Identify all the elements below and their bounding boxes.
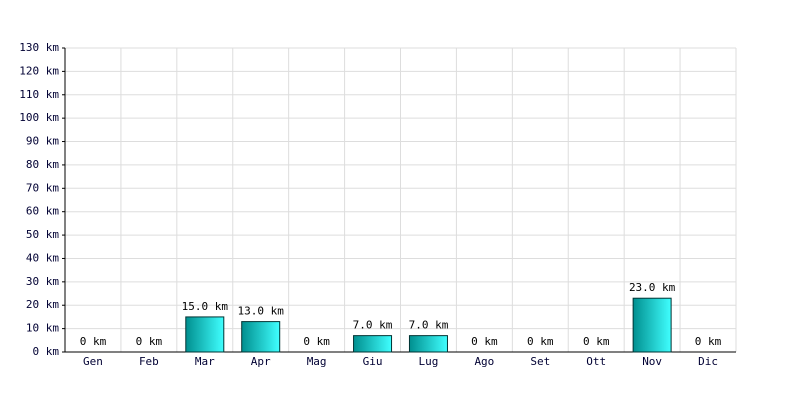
value-label: 0 km xyxy=(80,335,107,348)
value-label: 7.0 km xyxy=(409,319,449,332)
y-tick-label: 60 km xyxy=(26,205,59,218)
value-label: 15.0 km xyxy=(182,300,229,313)
value-label: 13.0 km xyxy=(238,305,285,318)
x-tick-label: Dic xyxy=(698,355,718,368)
y-tick-label: 110 km xyxy=(19,88,59,101)
bar xyxy=(241,321,281,353)
value-label: 0 km xyxy=(583,335,610,348)
y-tick-label: 20 km xyxy=(26,298,59,311)
x-tick-label: Apr xyxy=(251,355,271,368)
value-label: 0 km xyxy=(136,335,163,348)
y-tick-label: 50 km xyxy=(26,228,59,241)
y-tick-label: 130 km xyxy=(19,41,59,54)
y-tick-label: 40 km xyxy=(26,251,59,264)
y-tick-label: 30 km xyxy=(26,275,59,288)
x-tick-label: Mag xyxy=(307,355,327,368)
y-tick-label: 120 km xyxy=(19,64,59,77)
y-tick-label: 90 km xyxy=(26,135,59,148)
x-tick-label: Mar xyxy=(195,355,215,368)
value-label: 23.0 km xyxy=(629,281,676,294)
bar xyxy=(408,335,448,353)
value-label: 0 km xyxy=(303,335,330,348)
y-tick-label: 10 km xyxy=(26,322,59,335)
y-tick-label: 70 km xyxy=(26,181,59,194)
x-tick-label: Giu xyxy=(363,355,383,368)
x-tick-label: Ott xyxy=(586,355,606,368)
value-label: 0 km xyxy=(527,335,554,348)
x-tick-label: Feb xyxy=(139,355,159,368)
y-tick-label: 80 km xyxy=(26,158,59,171)
y-tick-label: 100 km xyxy=(19,111,59,124)
value-label: 0 km xyxy=(471,335,498,348)
x-tick-label: Lug xyxy=(419,355,439,368)
x-tick-label: Set xyxy=(530,355,550,368)
x-tick-label: Nov xyxy=(642,355,662,368)
value-label: 7.0 km xyxy=(353,319,393,332)
y-tick-label: 0 km xyxy=(33,345,60,358)
x-tick-label: Gen xyxy=(83,355,103,368)
x-tick-label: Ago xyxy=(474,355,494,368)
bar xyxy=(632,297,672,353)
bar xyxy=(353,335,393,353)
bar xyxy=(185,316,225,353)
value-label: 0 km xyxy=(695,335,722,348)
